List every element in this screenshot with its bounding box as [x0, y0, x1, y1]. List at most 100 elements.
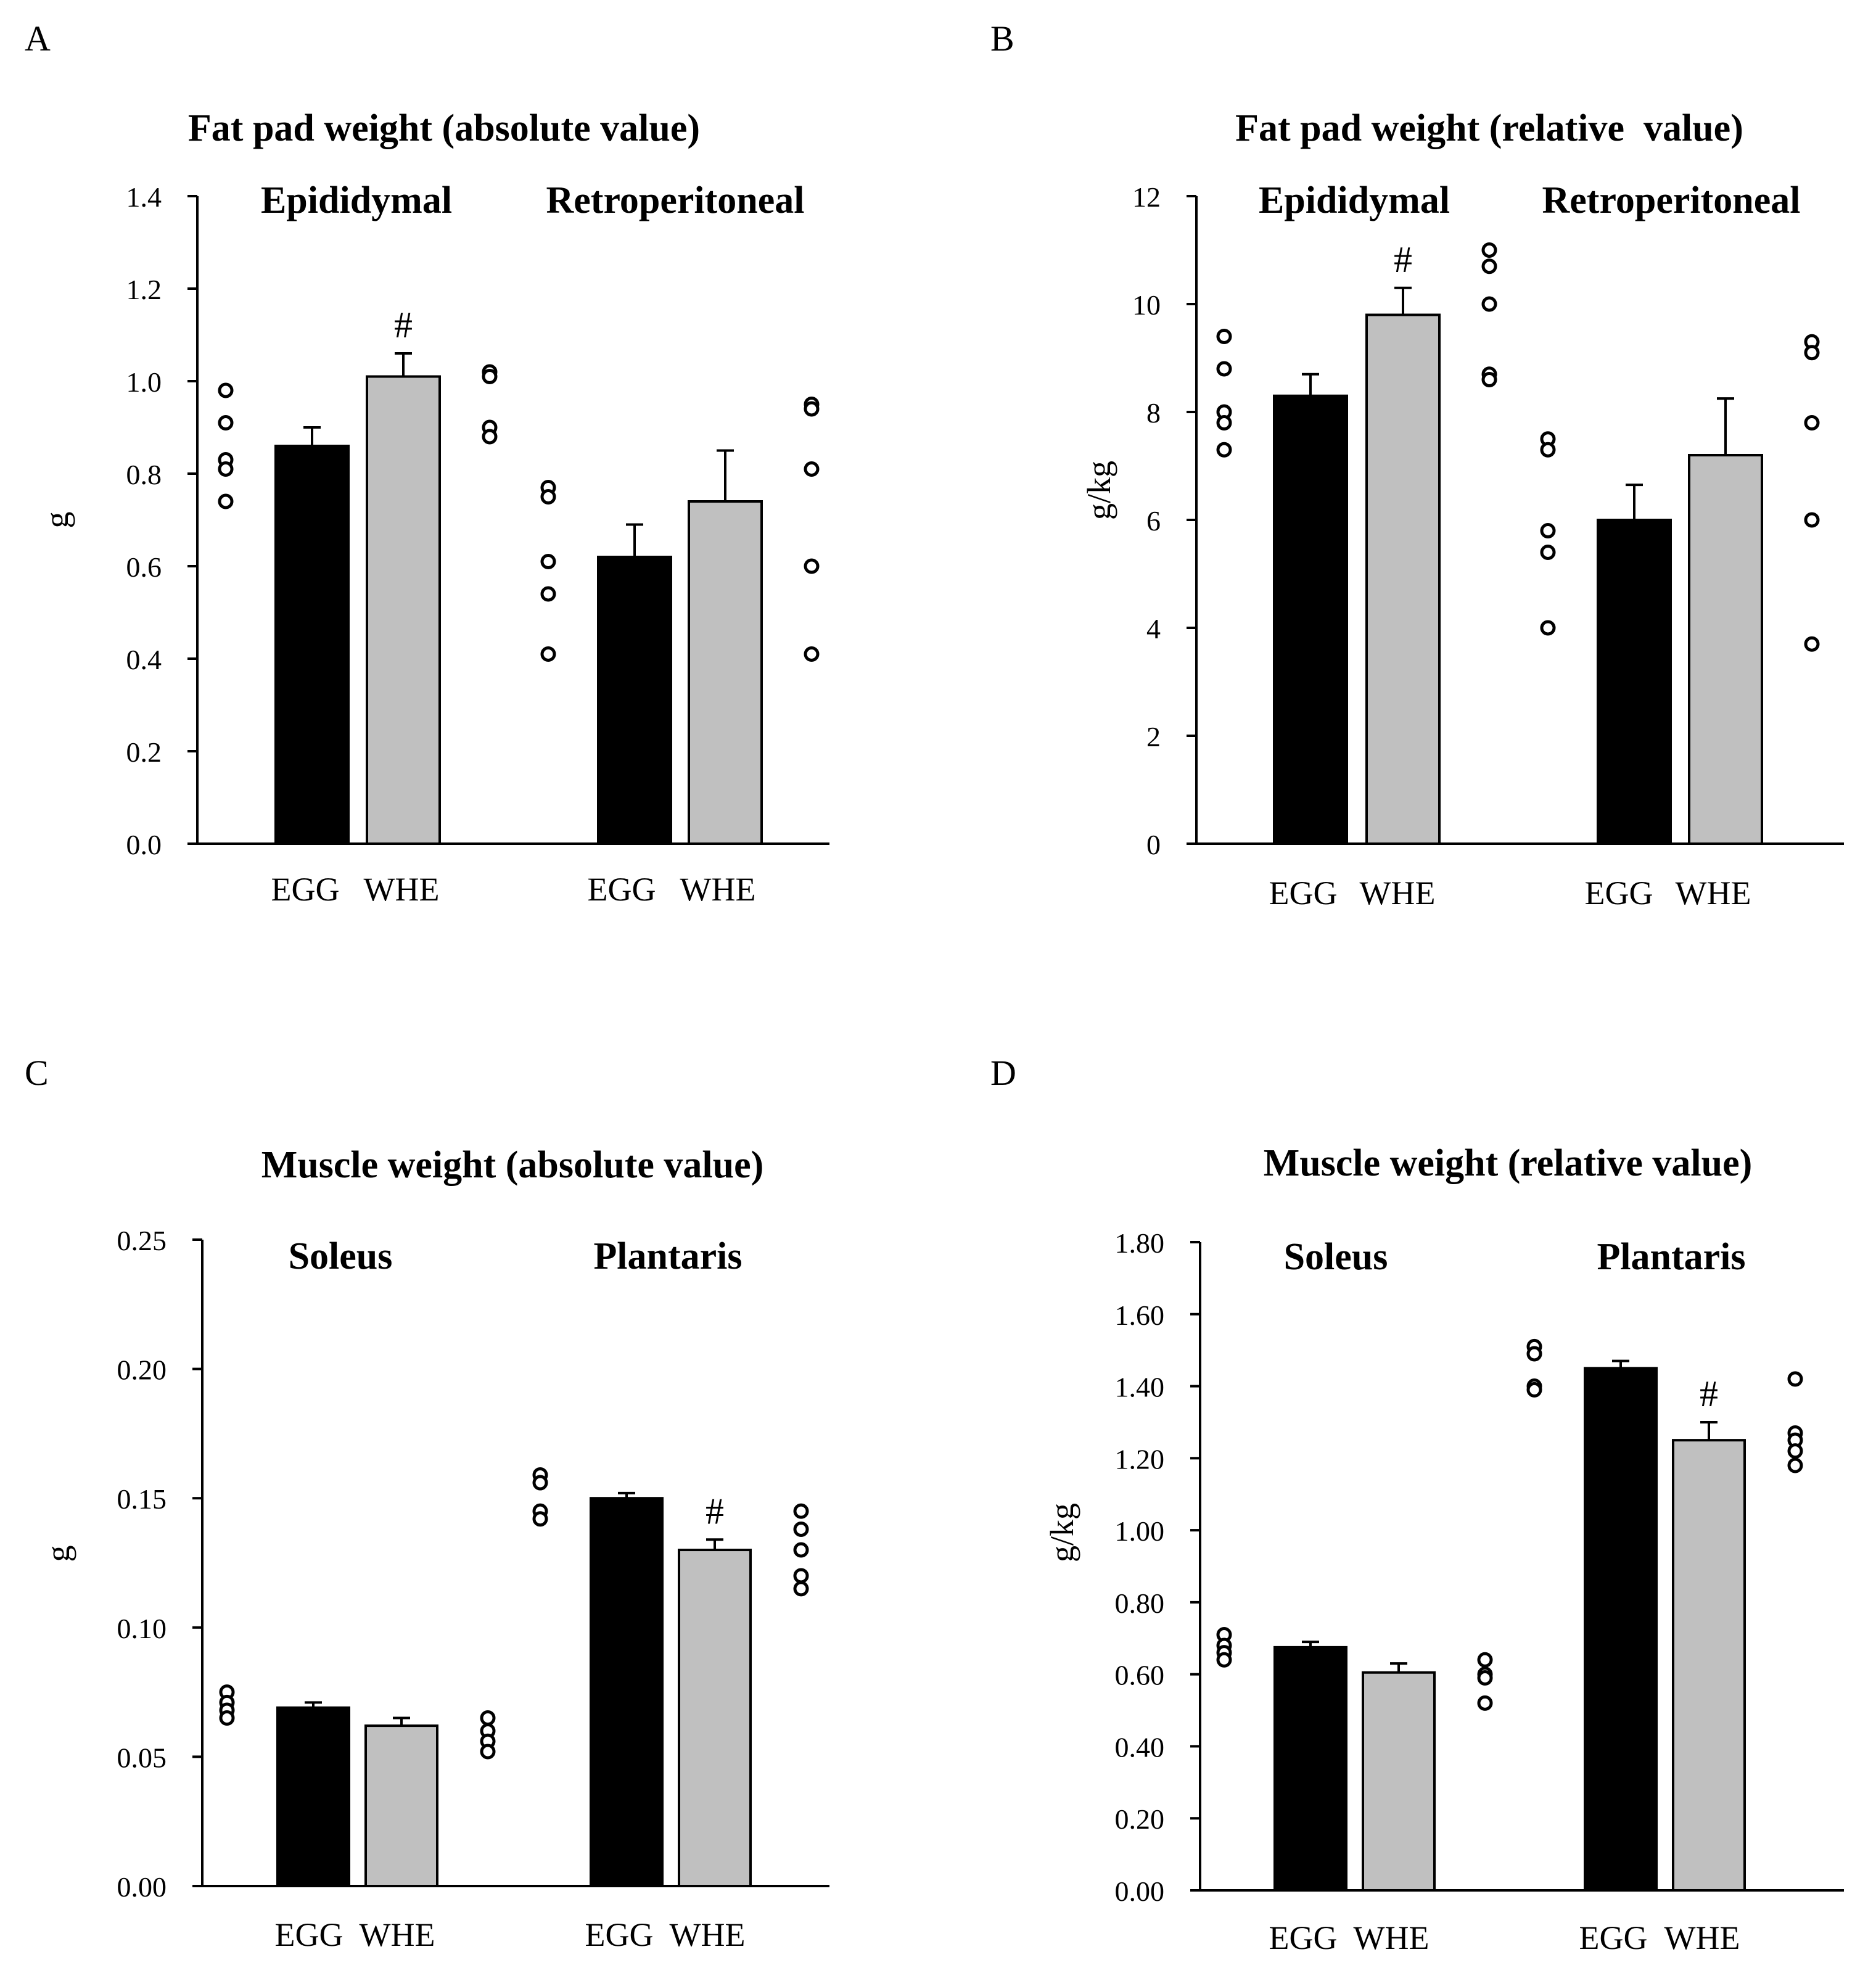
y-tick-label: 0.00 — [1115, 1876, 1165, 1907]
y-tick-label: 0.6 — [126, 551, 162, 583]
y-tick-label: 0.15 — [117, 1483, 167, 1515]
data-point — [218, 461, 234, 477]
bar-egg — [274, 445, 350, 845]
data-point — [793, 1542, 809, 1558]
data-point — [219, 1710, 235, 1726]
y-axis-label: g — [38, 512, 75, 529]
bar-whe — [1362, 1671, 1436, 1892]
data-point — [482, 369, 498, 384]
panel-a: A Fat pad weight (absolute value) g 0.0 0.2 0… — [25, 19, 829, 908]
data-point — [1540, 442, 1556, 458]
chart-title: Fat pad weight (relative value) — [1235, 107, 1743, 149]
bar-whe — [1688, 454, 1763, 845]
data-point — [1787, 1457, 1803, 1473]
group-label: Epididymal — [1259, 179, 1450, 221]
bar-egg — [590, 1497, 664, 1887]
bar-whe — [366, 375, 441, 845]
data-point — [1216, 361, 1232, 377]
y-tick-label: 0.20 — [117, 1354, 167, 1386]
x-category-label: WHE — [1676, 875, 1751, 912]
data-point — [1540, 620, 1556, 636]
y-tick-label: 0.4 — [126, 644, 162, 675]
y-tick-label: 8 — [1146, 397, 1161, 429]
chart-title: Fat pad weight (absolute value) — [188, 107, 700, 149]
group-label: Epididymal — [261, 179, 452, 221]
significance-marker: # — [706, 1491, 724, 1531]
panel-b: B Fat pad weight (relative value) g/kg 0 2 4 6… — [990, 19, 1844, 912]
data-point — [540, 646, 556, 662]
x-category-label: EGG — [1585, 875, 1653, 912]
data-point — [1787, 1371, 1803, 1387]
group-label: Soleus — [289, 1235, 393, 1277]
y-tick-label: 0 — [1146, 829, 1161, 860]
y-tick-label: 1.0 — [126, 366, 162, 398]
data-point — [1526, 1346, 1542, 1362]
chart-title: Muscle weight (absolute value) — [261, 1144, 764, 1186]
data-point — [1540, 545, 1556, 560]
data-point — [1804, 636, 1820, 652]
data-point — [793, 1581, 809, 1597]
y-tick-label: 0.80 — [1115, 1588, 1165, 1619]
data-point — [804, 401, 820, 417]
data-point — [1481, 258, 1497, 274]
panel-letter: A — [25, 19, 51, 59]
x-category-label: EGG — [271, 871, 340, 908]
data-point — [218, 382, 234, 398]
data-point — [1481, 242, 1497, 258]
data-point — [1477, 1652, 1493, 1668]
chart-title: Muscle weight (relative value) — [1264, 1142, 1753, 1184]
data-point — [1477, 1695, 1493, 1711]
panel-d: D Muscle weight (relative value) g/kg 0.00 0… — [990, 1053, 1844, 1956]
y-tick-label: 0.25 — [117, 1225, 167, 1256]
data-point — [804, 461, 820, 477]
x-category-label: EGG — [1269, 875, 1338, 912]
y-tick-label: 0.20 — [1115, 1803, 1165, 1835]
x-category-label: WHE — [1354, 1919, 1430, 1956]
x-category-label: WHE — [1664, 1919, 1740, 1956]
bar-egg — [1584, 1367, 1658, 1892]
y-tick-label: 12 — [1132, 181, 1161, 213]
x-category-label: EGG — [585, 1916, 654, 1953]
data-point — [1804, 415, 1820, 430]
data-point — [532, 1475, 548, 1491]
bar-egg — [1273, 394, 1348, 845]
data-point — [482, 429, 498, 445]
significance-marker: # — [1700, 1374, 1718, 1414]
bar-egg — [1273, 1646, 1347, 1892]
y-axis-label: g/kg — [1080, 461, 1117, 520]
data-point — [804, 558, 820, 574]
x-category-label: EGG — [1269, 1919, 1338, 1956]
data-point — [218, 415, 234, 430]
data-point — [1216, 1652, 1232, 1668]
x-category-label: WHE — [360, 1916, 435, 1953]
y-tick-label: 1.40 — [1115, 1372, 1165, 1403]
data-point — [793, 1503, 809, 1519]
data-point — [793, 1522, 809, 1538]
bar-whe — [364, 1724, 438, 1887]
data-point — [1804, 345, 1820, 361]
data-point — [1804, 512, 1820, 528]
data-point — [540, 489, 556, 505]
data-point — [1216, 329, 1232, 344]
y-tick-label: 10 — [1132, 289, 1161, 321]
bar-whe — [1672, 1439, 1746, 1892]
y-tick-label: 0.0 — [126, 829, 162, 860]
x-category-label: EGG — [1579, 1919, 1648, 1956]
bar-whe — [1365, 313, 1441, 845]
bar-egg — [1597, 519, 1672, 845]
group-label: Plantaris — [593, 1235, 742, 1277]
bar-whe — [678, 1549, 752, 1888]
panel-letter: D — [990, 1053, 1016, 1093]
data-point — [1216, 415, 1232, 430]
y-tick-label: 0.10 — [117, 1613, 167, 1644]
y-tick-label: 1.2 — [126, 274, 162, 305]
y-tick-label: 1.20 — [1115, 1443, 1165, 1475]
data-point — [1526, 1382, 1542, 1398]
y-tick-label: 0.2 — [126, 736, 162, 768]
y-tick-label: 1.80 — [1115, 1227, 1165, 1259]
group-label: Plantaris — [1597, 1236, 1745, 1278]
y-axis-label: g/kg — [1043, 1503, 1080, 1562]
data-point — [1481, 296, 1497, 312]
